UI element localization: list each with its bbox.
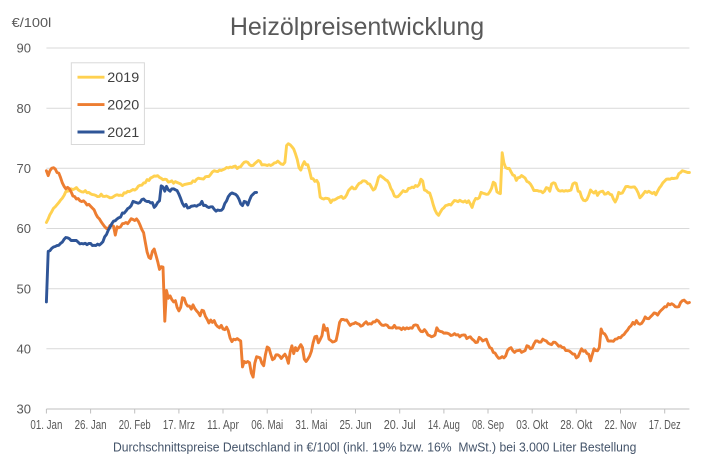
svg-text:31. Mai: 31. Mai <box>295 417 327 432</box>
svg-text:01. Jan: 01. Jan <box>30 417 62 432</box>
svg-text:80: 80 <box>17 101 31 116</box>
svg-text:30: 30 <box>17 402 31 417</box>
svg-text:03. Okt: 03. Okt <box>516 417 548 432</box>
svg-text:26. Jan: 26. Jan <box>75 417 107 432</box>
svg-text:90: 90 <box>17 41 31 56</box>
svg-text:17. Mrz: 17. Mrz <box>163 417 195 432</box>
svg-text:08. Sep: 08. Sep <box>472 417 504 432</box>
svg-text:€/100l: €/100l <box>12 15 52 30</box>
svg-text:22. Nov: 22. Nov <box>605 417 637 432</box>
svg-text:06. Mai: 06. Mai <box>251 417 283 432</box>
svg-text:20. Feb: 20. Feb <box>119 417 151 432</box>
svg-text:70: 70 <box>17 161 31 176</box>
svg-text:11. Apr: 11. Apr <box>207 417 240 432</box>
svg-text:20. Jul: 20. Jul <box>384 417 416 432</box>
svg-text:50: 50 <box>17 281 31 296</box>
svg-text:2019: 2019 <box>107 69 139 85</box>
svg-text:2021: 2021 <box>107 124 139 140</box>
svg-text:14. Aug: 14. Aug <box>428 417 460 432</box>
svg-text:60: 60 <box>17 221 31 236</box>
svg-text:17. Dez: 17. Dez <box>649 417 681 432</box>
svg-text:40: 40 <box>17 342 31 357</box>
svg-text:28. Okt: 28. Okt <box>560 417 592 432</box>
svg-text:Heizölpreisentwicklung: Heizölpreisentwicklung <box>230 13 484 41</box>
svg-text:Durchschnittspreise Deutschlan: Durchschnittspreise Deutschland in €/100… <box>113 440 637 455</box>
svg-text:25. Jun: 25. Jun <box>340 417 372 432</box>
svg-text:2020: 2020 <box>107 97 139 113</box>
